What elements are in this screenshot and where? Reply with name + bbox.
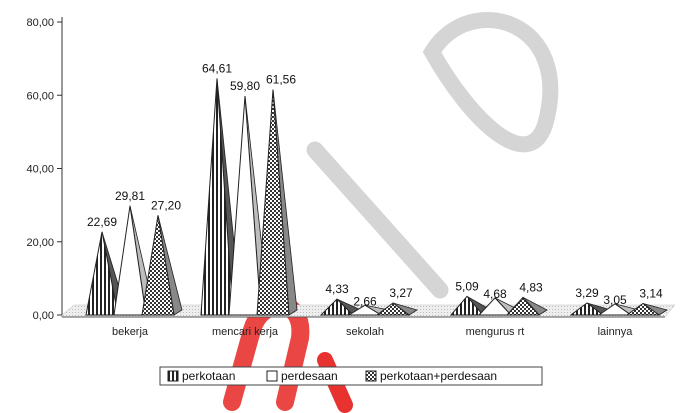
legend-label: perkotaan bbox=[182, 369, 235, 383]
pyramid-perkotaan-bekerja bbox=[85, 231, 119, 316]
pyramid-perkotaan+perdesaan-bekerja bbox=[141, 215, 175, 316]
legend-swatch bbox=[365, 370, 377, 382]
pyramid-perkotaan+perdesaan-mengurus-rt bbox=[505, 296, 541, 316]
legend-box bbox=[159, 366, 543, 386]
pyramid-perdesaan-lainnya bbox=[597, 303, 633, 316]
data-label: 3,27 bbox=[389, 286, 413, 300]
y-tick-label: 80,00 bbox=[26, 17, 54, 29]
legend: perkotaan perdesaan perkotaan+perdesaan bbox=[159, 366, 543, 386]
pyramid-perdesaan-bekerja bbox=[113, 205, 147, 316]
x-category-label: mencari kerja bbox=[212, 326, 279, 338]
data-label: 3,29 bbox=[575, 286, 599, 300]
data-labels: 22,69 29,81 27,20 64,61 59,80 61,56 4,33 2,66 3,… bbox=[87, 61, 663, 308]
legend-label: perdesaan bbox=[281, 369, 338, 383]
data-label: 64,61 bbox=[202, 61, 232, 75]
pyramid-perdesaan-mengurus-rt bbox=[477, 297, 513, 316]
data-label: 59,80 bbox=[230, 79, 260, 93]
axes: 0,00 20,00 40,00 60,00 80,00 bbox=[26, 17, 63, 322]
pyramid-perkotaan-sekolah bbox=[319, 298, 355, 316]
y-tick-label: 20,00 bbox=[26, 237, 54, 249]
data-label: 61,56 bbox=[266, 73, 296, 87]
data-label: 4,33 bbox=[325, 282, 349, 296]
x-category-label: mengurus rt bbox=[466, 326, 525, 338]
data-label: 4,83 bbox=[519, 280, 543, 294]
legend-swatch bbox=[167, 370, 179, 382]
data-label: 22,69 bbox=[87, 215, 117, 229]
pyramid-perkotaan+perdesaan-mencari-kerja bbox=[256, 89, 290, 316]
watermark-arc bbox=[422, 12, 559, 153]
legend-swatch bbox=[266, 370, 278, 382]
data-label: 5,09 bbox=[455, 279, 479, 293]
y-tick-label: 60,00 bbox=[26, 90, 54, 102]
data-label: 29,81 bbox=[115, 189, 145, 203]
x-category-label: bekerja bbox=[112, 326, 149, 338]
pyramid-perdesaan-sekolah bbox=[347, 304, 383, 316]
legend-label: perkotaan+perdesaan bbox=[380, 369, 497, 383]
data-label: 27,20 bbox=[151, 198, 181, 212]
pyramid-perdesaan-mencari-kerja bbox=[228, 95, 262, 316]
pyramid-perkotaan-mengurus-rt bbox=[449, 295, 485, 316]
data-label: 2,66 bbox=[353, 294, 377, 308]
data-label: 4,68 bbox=[483, 287, 507, 301]
x-category-label: sekolah bbox=[346, 326, 384, 338]
x-category-label: lainnya bbox=[598, 326, 634, 338]
watermark-slash bbox=[306, 141, 449, 299]
y-tick-label: 40,00 bbox=[26, 164, 54, 176]
data-label: 3,05 bbox=[603, 293, 627, 307]
pyramid-perkotaan-mencari-kerja bbox=[200, 78, 234, 316]
pyramid-perkotaan-lainnya bbox=[569, 302, 605, 316]
pyramid-perkotaan+perdesaan-lainnya bbox=[625, 302, 661, 316]
data-label: 3,14 bbox=[639, 286, 663, 300]
category-labels: bekerja mencari kerja sekolah mengurus rt la… bbox=[112, 326, 633, 338]
y-tick-label: 0,00 bbox=[33, 310, 54, 322]
chart-marks bbox=[85, 78, 668, 316]
pyramid-perkotaan+perdesaan-sekolah bbox=[375, 302, 411, 316]
watermark-red-mark bbox=[223, 296, 310, 411]
